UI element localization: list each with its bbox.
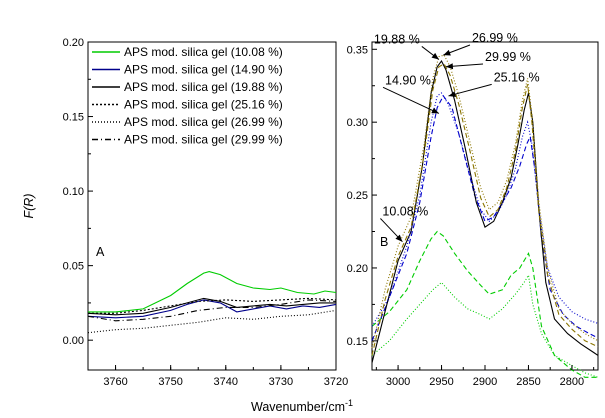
y-tick-label: 0.10 bbox=[63, 186, 84, 198]
series-line-4 bbox=[371, 59, 599, 363]
annotation-label-5: 14.90 % bbox=[385, 73, 431, 87]
legend-label-1: APS mod. silica gel (10.08 %) bbox=[124, 45, 283, 59]
annotation-arrowhead-3 bbox=[445, 63, 454, 70]
x-tick-label: 3000 bbox=[386, 376, 410, 388]
x-tick-label: 3730 bbox=[269, 376, 293, 388]
annotation-label-4: 25.16 % bbox=[494, 70, 540, 84]
annotation-arrowhead-6 bbox=[395, 234, 403, 242]
x-tick-label: 3740 bbox=[214, 376, 238, 388]
series-line-7 bbox=[371, 63, 599, 356]
y-tick-label: 0.05 bbox=[63, 261, 84, 273]
series-line-4 bbox=[88, 297, 337, 314]
series-line-5 bbox=[371, 92, 599, 327]
y-tick-label: 0.00 bbox=[63, 335, 84, 347]
series-line-3 bbox=[371, 94, 599, 342]
series-line-5 bbox=[87, 309, 337, 334]
panel-b-x-ticks: 3000 2950 2900 2850 2800 bbox=[375, 365, 595, 388]
y-tick-label: 0.20 bbox=[347, 263, 368, 275]
x-axis-label: Wavenumber/cm-1 bbox=[251, 398, 353, 414]
panel-a-series bbox=[87, 271, 337, 334]
annotation-arrow-4 bbox=[448, 83, 492, 97]
legend-label-2: APS mod. silica gel (14.90 %) bbox=[124, 63, 283, 77]
x-tick-label: 2900 bbox=[473, 376, 497, 388]
panel-b: 3000 2950 2900 2850 2800 0.15 0.20 0.25 0.30 0.3… bbox=[347, 31, 599, 388]
series-line-1 bbox=[88, 271, 337, 313]
annotation-arrowhead-1 bbox=[431, 52, 439, 60]
x-tick-label: 2850 bbox=[516, 376, 540, 388]
legend: APS mod. silica gel (10.08 %) APS mod. si… bbox=[92, 45, 283, 147]
panel-a-y-ticks: 0.00 0.05 0.10 0.15 0.20 bbox=[63, 37, 93, 347]
annotation-label-2: 26.99 % bbox=[472, 31, 518, 45]
panel-b-y-ticks: 0.15 0.20 0.25 0.30 0.35 bbox=[347, 44, 377, 348]
series-line-6 bbox=[371, 54, 599, 349]
x-axis-label-superscript: -1 bbox=[345, 398, 353, 408]
annotation-label-3: 29.99 % bbox=[485, 50, 531, 64]
panel-a-frame bbox=[87, 41, 337, 371]
panel-a-x-ticks: 3760 3750 3740 3730 3720 bbox=[87, 365, 348, 388]
series-line-6 bbox=[87, 299, 337, 322]
annotation-arrow-5 bbox=[382, 86, 440, 114]
annotation-arrowhead-2 bbox=[443, 49, 451, 56]
panel-a-label: A bbox=[96, 245, 105, 259]
x-tick-label: 3750 bbox=[158, 376, 182, 388]
y-tick-label: 0.35 bbox=[347, 44, 368, 56]
y-axis-label: F(R) bbox=[22, 194, 36, 219]
y-tick-label: 0.20 bbox=[63, 37, 84, 49]
x-tick-label: 3720 bbox=[324, 376, 348, 388]
x-tick-label: 2950 bbox=[429, 376, 453, 388]
legend-label-6: APS mod. silica gel (29.99 %) bbox=[124, 133, 283, 147]
panel-a: 3760 3750 3740 3730 3720 0.00 0.05 0.10 0.15 0.2… bbox=[63, 37, 349, 388]
series-line-3 bbox=[87, 297, 336, 316]
x-tick-label: 2800 bbox=[560, 376, 584, 388]
panel-b-series bbox=[371, 54, 599, 378]
annotation-arrowhead-5 bbox=[431, 107, 439, 114]
legend-label-4: APS mod. silica gel (25.16 %) bbox=[124, 98, 283, 112]
panel-b-label: B bbox=[380, 235, 388, 249]
annotation-arrowhead-4 bbox=[448, 91, 457, 98]
legend-label-3: APS mod. silica gel (19.88 %) bbox=[124, 80, 283, 94]
series-line-1 bbox=[371, 230, 598, 378]
x-tick-label: 3760 bbox=[103, 376, 127, 388]
series-line-2 bbox=[87, 299, 337, 319]
legend-label-5: APS mod. silica gel (26.99 %) bbox=[124, 115, 283, 129]
panel-b-annotations: 19.88 % 26.99 % 29.99 % 25.16 % 14.90 % 10.08… bbox=[374, 31, 540, 243]
x-axis-label-main: Wavenumber/cm bbox=[251, 400, 345, 414]
y-tick-label: 0.25 bbox=[347, 190, 368, 202]
annotation-label-1: 19.88 % bbox=[374, 32, 420, 46]
y-tick-label: 0.15 bbox=[63, 112, 84, 124]
annotation-label-6: 10.08 % bbox=[382, 204, 428, 218]
y-tick-label: 0.30 bbox=[347, 117, 368, 129]
y-tick-label: 0.15 bbox=[347, 336, 368, 348]
